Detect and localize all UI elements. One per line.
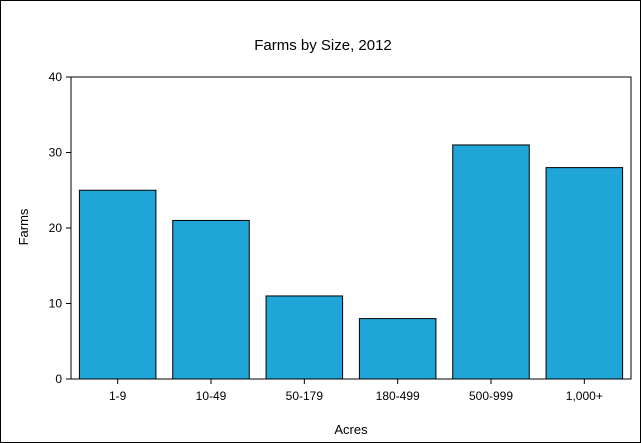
y-tick-label: 40 xyxy=(49,70,63,84)
y-tick-label: 30 xyxy=(49,146,63,160)
y-tick-label: 0 xyxy=(55,372,62,386)
x-tick-label: 50-179 xyxy=(286,389,324,403)
x-axis-label: Acres xyxy=(334,422,368,437)
chart-title: Farms by Size, 2012 xyxy=(254,37,392,54)
bar xyxy=(172,219,250,380)
bar xyxy=(452,144,530,380)
x-tick-label: 1-9 xyxy=(109,389,127,403)
x-tick-label: 180-499 xyxy=(376,389,420,403)
x-tick-label: 10-49 xyxy=(196,389,227,403)
y-tick-label: 20 xyxy=(49,221,63,235)
bar xyxy=(78,189,157,380)
bar xyxy=(265,295,344,380)
plot-area: 0 10 20 30 40 1-9 10-49 50-179 180-499 500-999 1,0… xyxy=(49,70,632,403)
x-tick-label: 1,000+ xyxy=(566,389,603,403)
bar xyxy=(545,167,624,380)
y-tick-label: 10 xyxy=(49,297,63,311)
bar xyxy=(358,318,437,380)
y-axis-label: Farms xyxy=(16,208,31,245)
x-tick-label: 500-999 xyxy=(469,389,513,403)
